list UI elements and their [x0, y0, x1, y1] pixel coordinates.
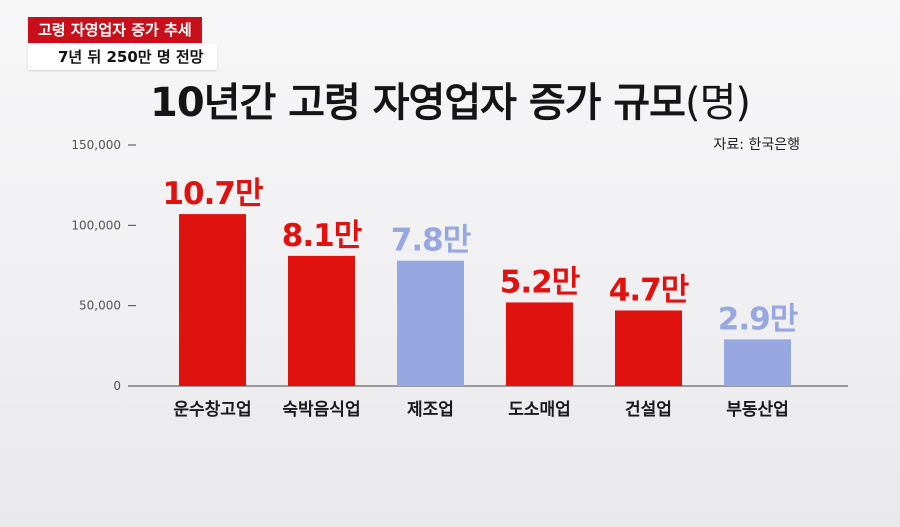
bar [397, 260, 464, 386]
topic-subtitle: 7년 뒤 250만 명 전망 [28, 44, 218, 70]
y-tick-label: 150,000 [71, 138, 121, 152]
category-label: 부동산업 [726, 400, 789, 420]
data-label: 2.9만 [718, 301, 798, 337]
category-label: 도소매업 [508, 400, 571, 420]
category-label: 건설업 [625, 400, 672, 420]
bar [506, 302, 573, 386]
y-tick-label: 100,000 [71, 218, 121, 232]
chart-source: 자료: 한국은행 [713, 137, 800, 153]
data-label: 10.7만 [162, 176, 262, 212]
category-label: 제조업 [407, 400, 454, 420]
chart-title-text: 10년간 고령 자영업자 증가 규모 [150, 80, 686, 126]
bar [179, 214, 246, 386]
category-label: 숙박음식업 [282, 400, 360, 420]
chart-title: 10년간 고령 자영업자 증가 규모(명) [0, 70, 900, 128]
data-label: 4.7만 [609, 272, 689, 308]
bar [288, 255, 355, 386]
data-label: 8.1만 [282, 218, 362, 254]
data-label: 7.8만 [391, 223, 471, 259]
data-label: 5.2만 [500, 264, 580, 300]
category-label: 운수창고업 [173, 400, 251, 420]
y-tick-label: 50,000 [79, 299, 121, 313]
y-tick-label: 0 [113, 379, 121, 393]
chart-title-unit: (명) [684, 80, 751, 126]
bar [724, 339, 791, 386]
bar [615, 310, 682, 386]
topic-badge: 고령 자영업자 증가 추세 [28, 17, 202, 43]
